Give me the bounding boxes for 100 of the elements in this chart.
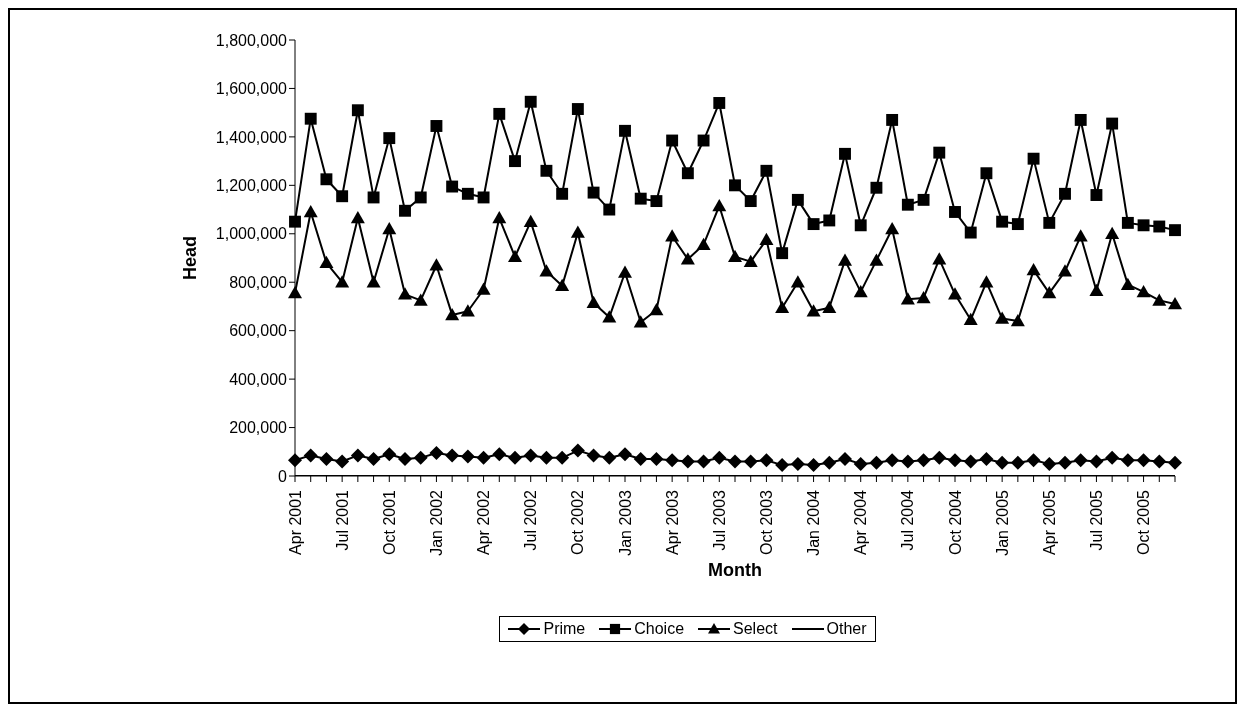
point xyxy=(1152,454,1167,469)
x-tick-label: Apr 2003 xyxy=(663,489,681,555)
point xyxy=(289,215,301,228)
legend-label: Select xyxy=(733,620,778,638)
point xyxy=(1043,216,1056,229)
point xyxy=(823,214,836,227)
point xyxy=(900,292,915,305)
point xyxy=(509,155,521,168)
point xyxy=(366,275,381,288)
point xyxy=(603,203,616,216)
point xyxy=(523,214,538,227)
point xyxy=(665,229,680,242)
x-tick-label: Apr 2001 xyxy=(286,489,304,555)
point xyxy=(320,173,333,186)
point xyxy=(556,187,569,200)
point xyxy=(665,453,680,468)
point xyxy=(476,282,491,295)
point xyxy=(650,195,663,208)
point xyxy=(806,458,821,473)
point xyxy=(492,211,507,224)
point xyxy=(524,95,537,108)
point xyxy=(570,443,585,458)
point xyxy=(335,275,350,288)
x-tick-label: Jul 2001 xyxy=(333,489,351,551)
point xyxy=(790,275,805,288)
x-tick-label: Apr 2004 xyxy=(852,489,870,555)
y-tick-label: 1,800,000 xyxy=(215,31,288,49)
point xyxy=(571,103,584,115)
x-tick-label: Apr 2002 xyxy=(475,489,493,555)
x-axis-title: Month xyxy=(708,560,762,580)
y-tick-label: 600,000 xyxy=(229,322,288,340)
point xyxy=(712,450,727,465)
point xyxy=(523,448,538,463)
point xyxy=(712,198,727,212)
point xyxy=(822,300,837,313)
point xyxy=(508,249,522,263)
point xyxy=(932,252,947,265)
point xyxy=(759,232,774,246)
point xyxy=(633,452,648,467)
point xyxy=(350,211,365,224)
point xyxy=(414,191,427,204)
x-tick-label: Jan 2004 xyxy=(805,489,823,556)
point xyxy=(1026,263,1041,276)
point xyxy=(618,265,632,278)
point xyxy=(460,449,475,464)
point xyxy=(477,191,490,204)
point xyxy=(729,179,741,192)
point xyxy=(1073,453,1088,468)
point xyxy=(399,204,411,217)
point xyxy=(461,187,474,200)
point xyxy=(839,147,851,160)
point xyxy=(933,146,946,159)
point xyxy=(885,221,900,235)
legend-label: Prime xyxy=(543,620,586,638)
point xyxy=(303,448,318,463)
point xyxy=(1089,283,1104,296)
point xyxy=(916,453,931,468)
point xyxy=(964,226,977,239)
point xyxy=(963,454,978,469)
x-tick-label: Oct 2005 xyxy=(1135,489,1153,555)
point xyxy=(555,278,570,292)
point xyxy=(335,454,350,469)
y-tick-label: 1,000,000 xyxy=(215,225,288,243)
point xyxy=(776,247,789,260)
point xyxy=(1026,453,1041,468)
point xyxy=(429,258,444,271)
point xyxy=(382,221,397,235)
point xyxy=(445,307,460,321)
point xyxy=(1010,455,1025,470)
point xyxy=(508,450,522,465)
point xyxy=(696,237,711,250)
point xyxy=(1027,152,1040,165)
point xyxy=(493,107,506,120)
y-tick-label: 800,000 xyxy=(229,273,288,291)
point xyxy=(996,215,1009,228)
point xyxy=(1073,229,1088,242)
point xyxy=(634,192,647,205)
y-tick-label: 0 xyxy=(278,467,288,485)
point xyxy=(555,450,570,465)
point xyxy=(633,315,648,328)
point xyxy=(980,167,993,180)
point xyxy=(807,218,820,231)
point xyxy=(759,453,774,468)
point xyxy=(413,293,428,306)
point xyxy=(948,287,962,300)
y-tick-label: 1,200,000 xyxy=(215,177,288,195)
point xyxy=(413,450,428,465)
point xyxy=(838,452,852,467)
point xyxy=(602,450,617,465)
point xyxy=(367,191,380,204)
point xyxy=(492,447,507,462)
point xyxy=(649,303,664,316)
point xyxy=(430,120,443,132)
point xyxy=(350,448,365,463)
point xyxy=(963,312,978,326)
point xyxy=(1153,220,1166,233)
x-tick-label: Jul 2002 xyxy=(522,489,540,551)
point xyxy=(1010,313,1025,327)
point xyxy=(728,249,742,263)
point xyxy=(916,290,931,304)
